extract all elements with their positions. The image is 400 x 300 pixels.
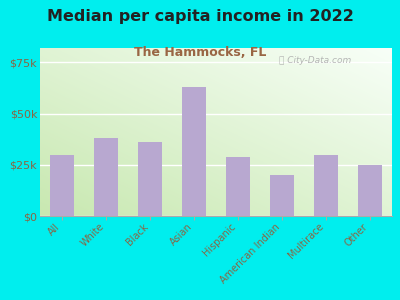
- Bar: [138, 142, 162, 216]
- Bar: [270, 175, 294, 216]
- Bar: [50, 154, 74, 216]
- Bar: [226, 157, 250, 216]
- Bar: [358, 165, 382, 216]
- Text: ⓘ City-Data.com: ⓘ City-Data.com: [279, 56, 352, 65]
- Text: The Hammocks, FL: The Hammocks, FL: [134, 46, 266, 59]
- Bar: [94, 138, 118, 216]
- Bar: [314, 154, 338, 216]
- Bar: [182, 87, 206, 216]
- Text: Median per capita income in 2022: Median per capita income in 2022: [46, 9, 354, 24]
